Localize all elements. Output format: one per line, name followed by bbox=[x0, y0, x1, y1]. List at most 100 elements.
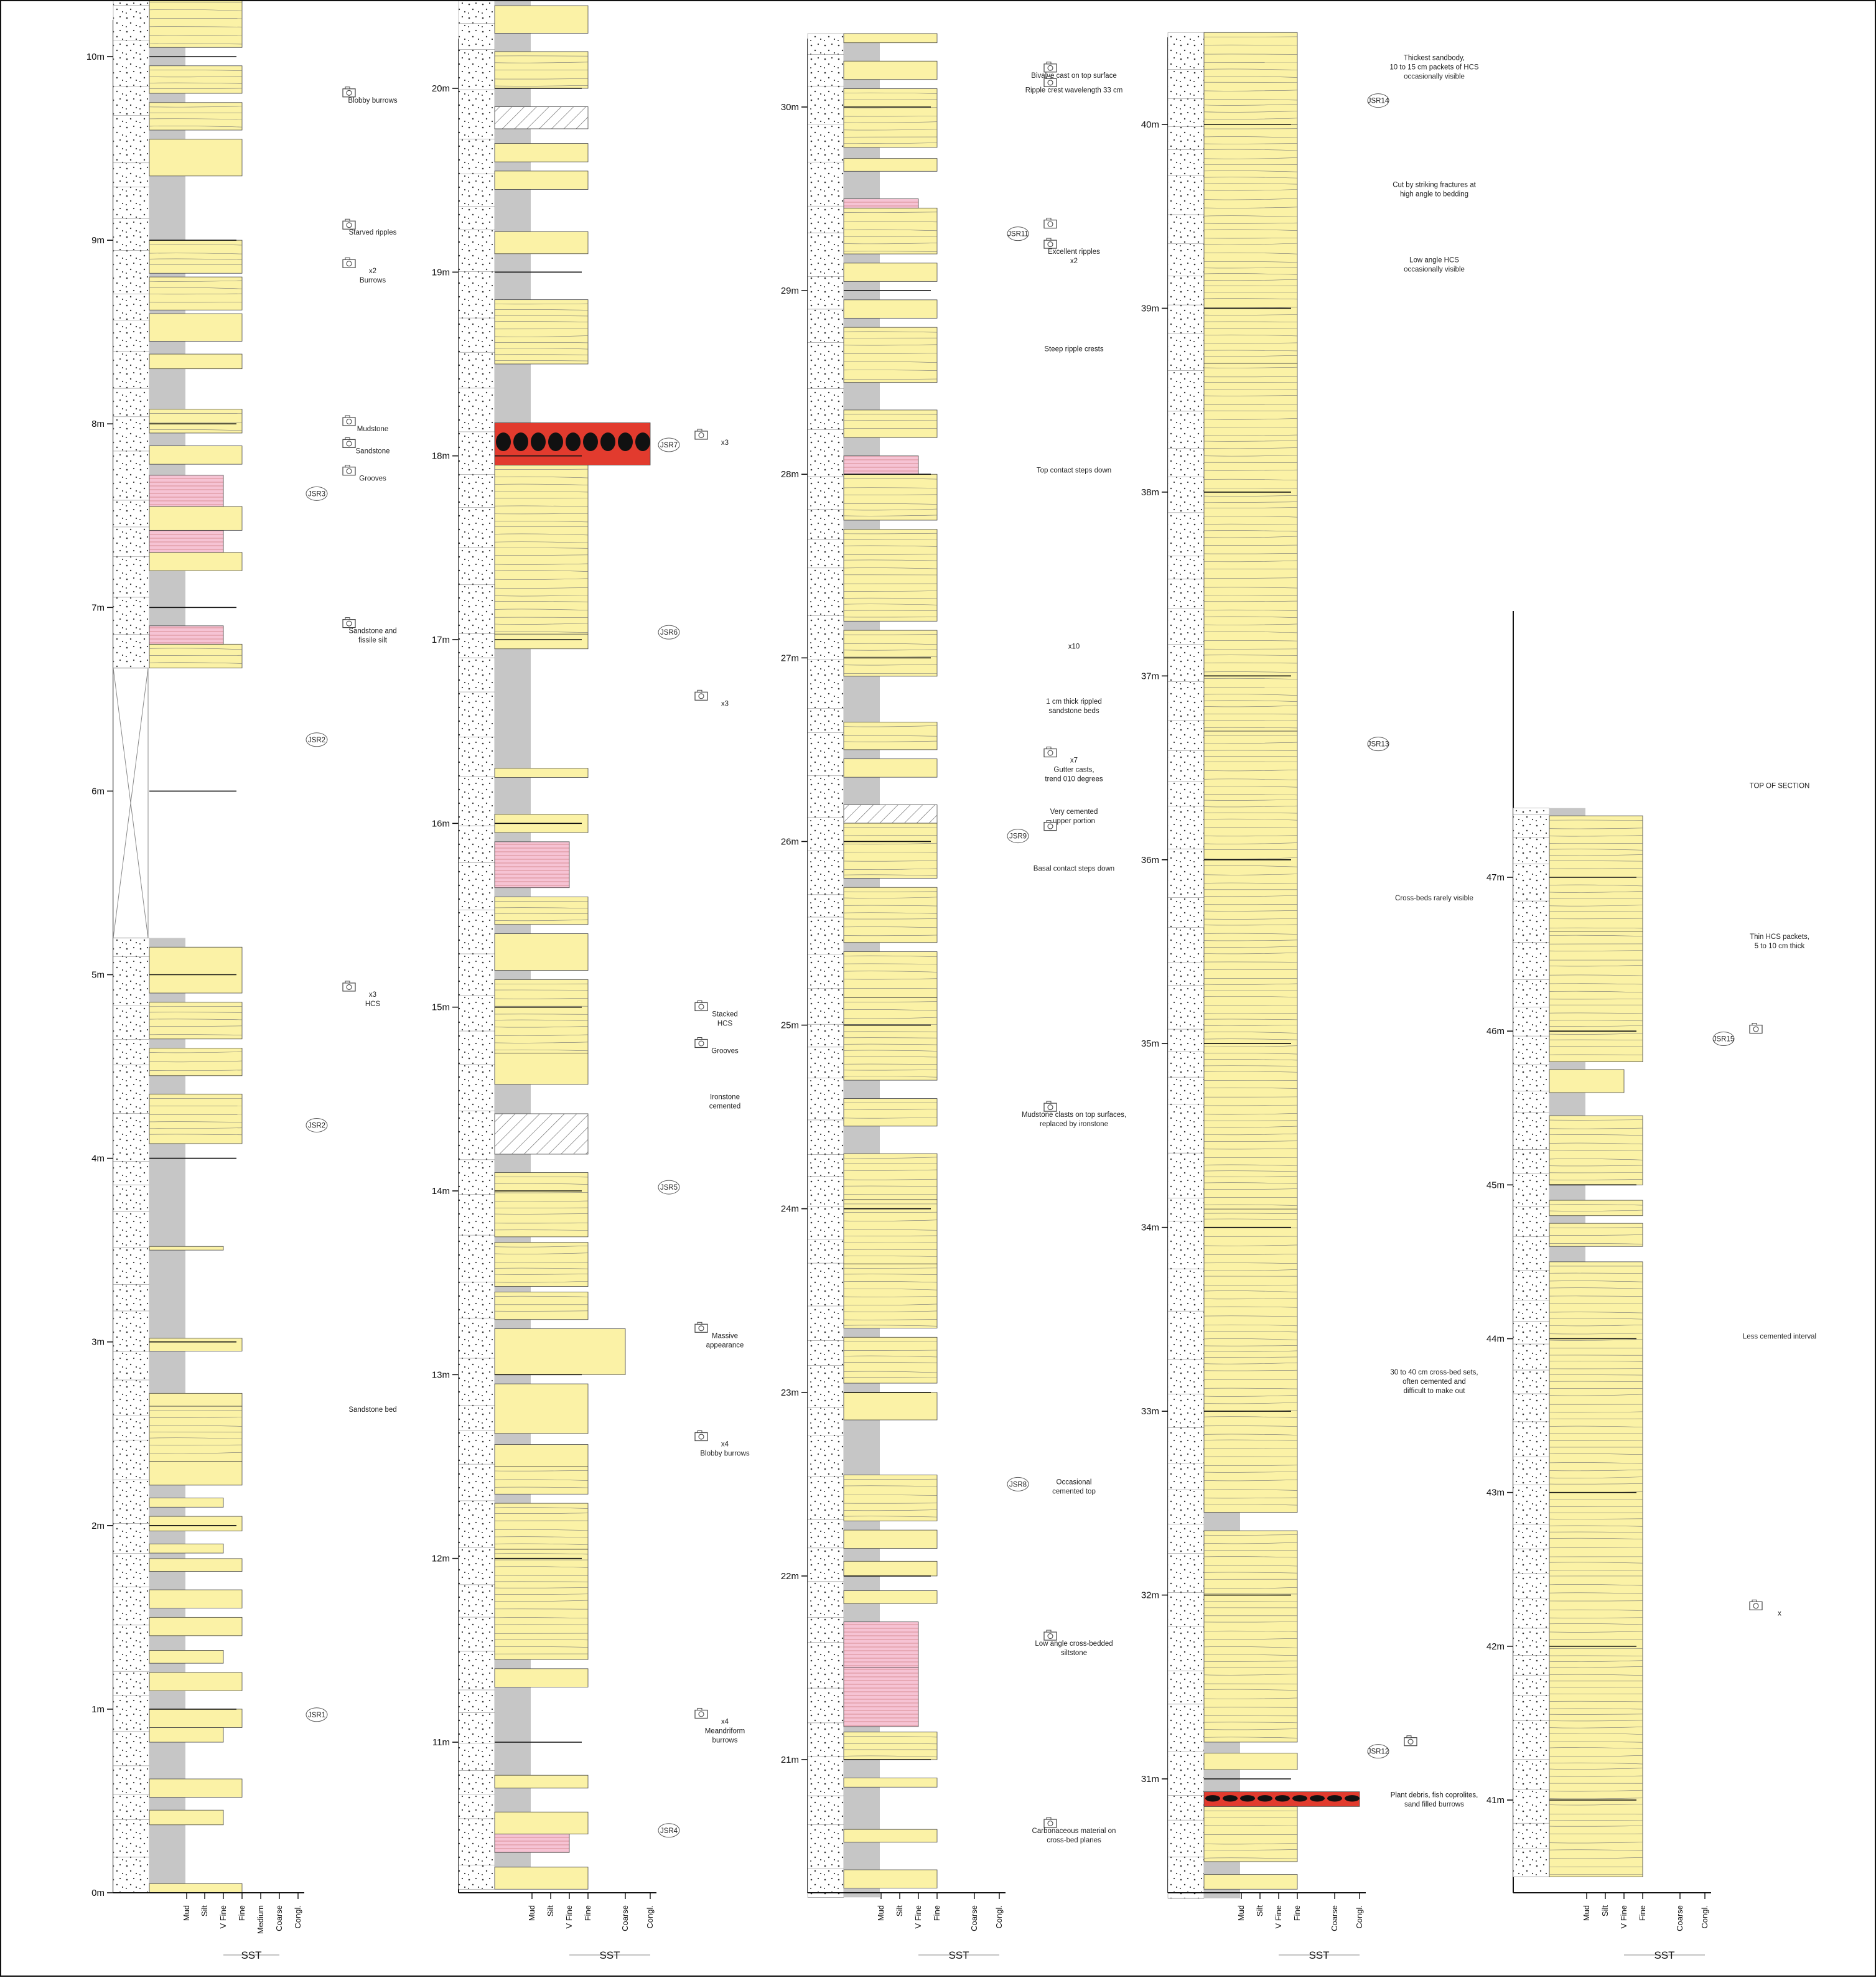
bed bbox=[843, 951, 938, 998]
annotation: JSR11 bbox=[1007, 218, 1057, 241]
depth-tick-label: 34m bbox=[1141, 1223, 1159, 1233]
annotation: Top contact steps down bbox=[1037, 467, 1111, 474]
annotation-text: appearance bbox=[706, 1341, 744, 1349]
bed bbox=[843, 198, 919, 208]
sample-marker: JSR2 bbox=[306, 1117, 328, 1132]
annotation-text: Gutter casts, bbox=[1053, 767, 1094, 774]
bed bbox=[494, 1466, 589, 1495]
sample-marker: JSR7 bbox=[658, 437, 680, 452]
bed bbox=[494, 1668, 589, 1687]
log-column-3: 21m 22m 23m 24m 25m 26m 27m 28m 29m 30m Mud Silt V F… bbox=[781, 33, 1126, 1961]
grain-size-label: Coarse bbox=[620, 1905, 630, 1931]
annotation-text: Ripple crest wavelength 33 cm bbox=[1025, 86, 1123, 94]
bed bbox=[494, 1503, 589, 1550]
sample-marker: JSR1 bbox=[306, 1707, 328, 1722]
annotation: 30 to 40 cm cross-bed sets, often cemente… bbox=[1390, 1369, 1478, 1395]
bed bbox=[494, 1811, 589, 1835]
bed bbox=[149, 1778, 243, 1798]
annotation: Low angle HCS occasionally visible bbox=[1404, 257, 1465, 274]
camera-icon bbox=[694, 689, 708, 701]
annotation: Mudstone clasts on top surfaces, replaced… bbox=[1022, 1101, 1126, 1128]
sample-label: JSR2 bbox=[308, 737, 325, 744]
bed bbox=[494, 933, 589, 971]
annotation-text: Top contact steps down bbox=[1037, 467, 1111, 474]
bed bbox=[149, 446, 243, 465]
sample-label: JSR15 bbox=[1713, 1036, 1735, 1043]
camera-icon bbox=[1043, 62, 1057, 73]
annotation: Plant debris, fish coprolites, sand fille… bbox=[1391, 1792, 1478, 1809]
camera-icon bbox=[1749, 1599, 1763, 1610]
grain-size-axis: Mud Silt V Fine Fine Coarse Congl. SST bbox=[1168, 1892, 1366, 1961]
annotation-text: siltstone bbox=[1061, 1649, 1087, 1657]
depth-tick-label: 44m bbox=[1486, 1334, 1505, 1345]
bed bbox=[843, 1590, 938, 1604]
annotation-text: Cross-beds rarely visible bbox=[1395, 895, 1473, 902]
grain-size-label: Mud bbox=[1236, 1905, 1246, 1921]
annotation-text: Mudstone bbox=[357, 426, 389, 433]
camera-icon bbox=[1043, 1101, 1057, 1112]
depth-tick-label: 4m bbox=[91, 1154, 105, 1164]
annotation: Grooves bbox=[694, 1037, 739, 1055]
sample-marker: JSR13 bbox=[1367, 737, 1389, 752]
bed bbox=[843, 1153, 938, 1200]
annotation: Thin HCS packets, 5 to 10 cm thick bbox=[1750, 933, 1809, 950]
annotation: Starved ripples bbox=[342, 218, 397, 236]
depth-tick-label: 27m bbox=[781, 653, 799, 663]
annotation: Carbonaceous material on cross-bed planes bbox=[1032, 1817, 1116, 1844]
bed bbox=[843, 1829, 938, 1843]
bed bbox=[843, 263, 938, 282]
grain-size-label: Congl. bbox=[293, 1905, 302, 1929]
camera-icon bbox=[342, 218, 356, 230]
annotation-text: x10 bbox=[1068, 643, 1080, 651]
annotation-text: sandstone beds bbox=[1048, 707, 1099, 715]
grain-size-label: Fine bbox=[583, 1905, 592, 1921]
grain-size-label: Mud bbox=[876, 1905, 885, 1921]
sample-marker: JSR12 bbox=[1367, 1744, 1389, 1759]
bed bbox=[149, 1543, 224, 1554]
bed bbox=[149, 313, 243, 342]
bed bbox=[1203, 1806, 1298, 1862]
annotation-text: Burrows bbox=[360, 277, 386, 284]
bed bbox=[149, 409, 243, 434]
annotation-text: cemented bbox=[709, 1103, 741, 1110]
bed bbox=[843, 1869, 938, 1888]
bed bbox=[1549, 1115, 1643, 1185]
annotation-text: burrows bbox=[712, 1737, 738, 1744]
bed bbox=[843, 455, 919, 475]
camera-icon bbox=[342, 617, 356, 628]
depth-tick-label: 12m bbox=[432, 1554, 450, 1564]
bed bbox=[843, 823, 938, 879]
annotation-text: Ironstone bbox=[710, 1093, 740, 1101]
annotation: JSR1 bbox=[306, 1707, 328, 1722]
camera-icon bbox=[1043, 218, 1057, 229]
depth-tick-label: 47m bbox=[1486, 872, 1505, 883]
bed bbox=[843, 1337, 938, 1384]
sample-label: JSR2 bbox=[308, 1122, 325, 1129]
bed bbox=[149, 1516, 243, 1532]
annotation-text: Grooves bbox=[711, 1048, 739, 1055]
depth-tick-label: 45m bbox=[1486, 1180, 1505, 1190]
depth-tick-label: 21m bbox=[781, 1755, 799, 1765]
depth-tick-label: 25m bbox=[781, 1020, 799, 1031]
annotation-text: difficult to make out bbox=[1404, 1388, 1466, 1395]
bed bbox=[843, 60, 938, 80]
annotation-text: occasionally visible bbox=[1404, 73, 1465, 81]
bed bbox=[494, 768, 589, 778]
annotation-text: x4 bbox=[721, 1441, 729, 1449]
bed bbox=[149, 625, 224, 645]
depth-tick-label: 33m bbox=[1141, 1406, 1159, 1417]
bed bbox=[843, 299, 938, 319]
bed bbox=[843, 1560, 938, 1577]
depth-tick-label: 15m bbox=[432, 1002, 450, 1013]
depth-tick-label: 5m bbox=[91, 970, 105, 981]
camera-icon bbox=[694, 429, 708, 440]
camera-icon bbox=[342, 437, 356, 449]
bed bbox=[149, 1461, 243, 1486]
camera-icon bbox=[342, 465, 356, 476]
sample-label: JSR14 bbox=[1368, 98, 1389, 105]
annotation: Ripple crest wavelength 33 cm bbox=[1025, 76, 1123, 94]
annotation-text: x2 bbox=[369, 268, 376, 275]
bed bbox=[149, 1393, 243, 1407]
